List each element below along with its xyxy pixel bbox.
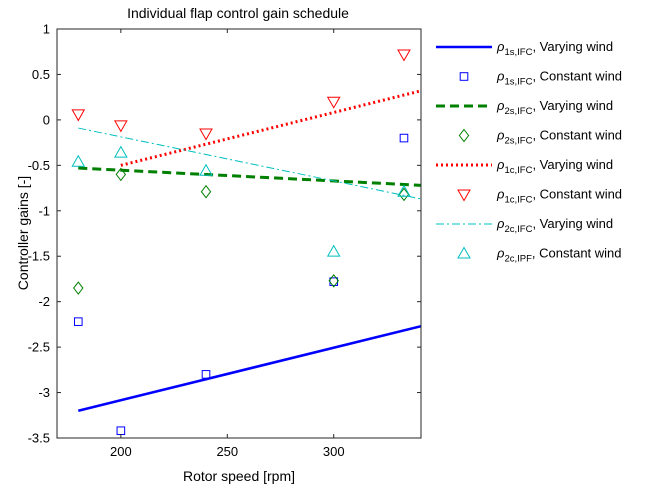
data-point-square bbox=[399, 133, 409, 143]
y-axis-label: Controller gains [-] bbox=[15, 176, 31, 290]
x-axis-label: Rotor speed [rpm] bbox=[183, 468, 295, 484]
y-tick-label: 1 bbox=[43, 22, 50, 37]
data-point-square bbox=[201, 370, 211, 379]
series-line-1s-IFC bbox=[77, 324, 421, 412]
data-point-triangle-down bbox=[199, 128, 213, 141]
legend-entry-label: ρ1c,IFC, Constant wind bbox=[496, 187, 622, 206]
legend-entry-label: ρ2c,IFC, Varying wind bbox=[496, 216, 613, 235]
data-point-triangle-up bbox=[397, 184, 411, 197]
y-axis: 1 0.5 0 -0.5 -1 -1.5 -2 -2.5 -3 -3.5 bbox=[28, 22, 421, 446]
data-point-triangle-up bbox=[113, 145, 128, 158]
y-tick-label: -1.5 bbox=[28, 249, 50, 264]
y-tick-label: -0.5 bbox=[28, 158, 50, 173]
series-line-2s-IFC bbox=[78, 166, 421, 187]
data-point-diamond bbox=[200, 184, 212, 199]
data-point-triangle-down bbox=[71, 109, 86, 122]
data-point-triangle-up bbox=[199, 163, 213, 176]
data-point-diamond bbox=[73, 281, 84, 295]
legend-entry-label: ρ1s,IFC, Varying wind bbox=[496, 39, 613, 58]
y-tick-label: -1 bbox=[38, 203, 50, 218]
chart-title: Individual flap control gain schedule bbox=[127, 5, 349, 21]
legend-entry-label: ρ2s,IFC, Varying wind bbox=[496, 98, 613, 117]
x-axis: 200 250 300 bbox=[110, 29, 345, 459]
x-tick-label: 250 bbox=[216, 444, 238, 459]
data-point-triangle-down bbox=[326, 96, 341, 109]
y-tick-label: 0.5 bbox=[32, 67, 50, 82]
y-tick-label: -2.5 bbox=[28, 340, 50, 355]
data-point-square bbox=[73, 317, 83, 326]
legend-swatch-marker bbox=[457, 189, 471, 202]
y-tick-label: -2 bbox=[38, 294, 50, 309]
y-tick-label: 0 bbox=[43, 112, 50, 127]
data-point-diamond bbox=[115, 167, 127, 182]
legend-entry-label: ρ2s,IFC, Constant wind bbox=[496, 128, 622, 147]
data-point-triangle-down bbox=[397, 49, 411, 62]
x-tick-label: 200 bbox=[110, 444, 132, 459]
data-point-triangle-down bbox=[113, 120, 128, 133]
data-point-triangle-up bbox=[71, 154, 86, 167]
data-point-diamond bbox=[328, 273, 339, 288]
legend-swatch-marker bbox=[457, 246, 471, 259]
data-point-diamond bbox=[398, 187, 410, 202]
data-point-triangle-up bbox=[326, 244, 341, 257]
axes-box bbox=[56, 28, 422, 439]
y-tick-label: -3.5 bbox=[28, 431, 50, 446]
legend-entry-label: ρ1c,IFC, Varying wind bbox=[496, 157, 613, 176]
series-layer bbox=[77, 89, 421, 412]
legend-entry-label: ρ1s,IFC, Constant wind bbox=[496, 69, 622, 88]
plot-area bbox=[57, 29, 421, 438]
legend: ρ1s,IFC, Varying wind ρ1s,IFC, Constant w… bbox=[436, 39, 622, 265]
legend-swatch-marker bbox=[458, 128, 470, 143]
series-line-2c-IFC bbox=[78, 127, 421, 200]
series-line-1c-IFC bbox=[120, 89, 421, 167]
x-tick-label: 300 bbox=[323, 444, 345, 459]
legend-entry-label: ρ2c,IPF, Constant wind bbox=[496, 246, 622, 265]
legend-swatch-marker bbox=[459, 72, 469, 81]
y-tick-label: -3 bbox=[38, 385, 50, 400]
